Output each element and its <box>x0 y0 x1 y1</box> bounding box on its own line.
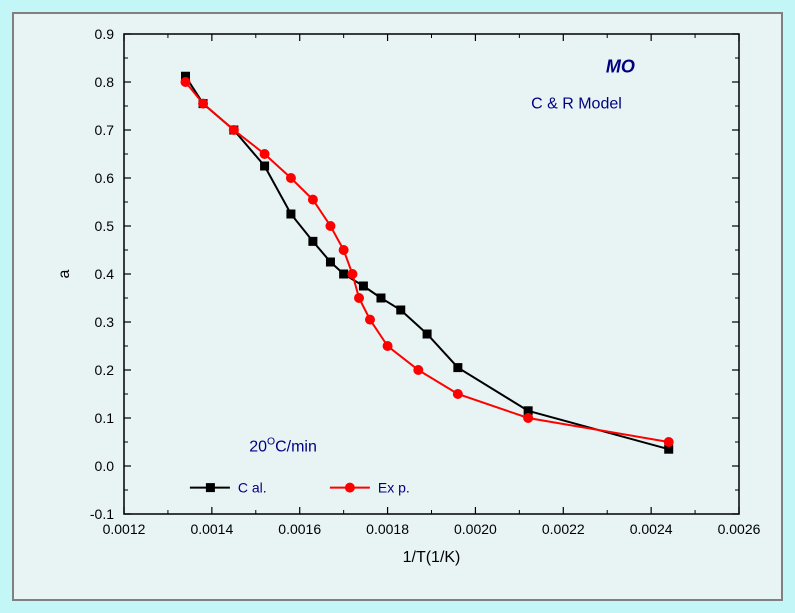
marker-square <box>377 294 385 302</box>
ylabel: a <box>56 269 73 278</box>
xtick-label: 0.0016 <box>278 521 321 537</box>
xtick-label: 0.0014 <box>190 521 233 537</box>
annotation: MO <box>606 56 635 76</box>
ytick-label: 0.7 <box>95 122 115 138</box>
marker-circle <box>229 126 238 135</box>
ytick-label: 0.2 <box>95 362 115 378</box>
marker-circle <box>664 438 673 447</box>
plot-border <box>124 34 739 514</box>
ytick-label: 0.4 <box>95 266 115 282</box>
xlabel: 1/T(1/K) <box>403 549 461 566</box>
chart-svg: 0.00120.00140.00160.00180.00200.00220.00… <box>14 14 781 599</box>
legend-marker-circle <box>345 483 355 493</box>
marker-circle <box>348 270 357 279</box>
marker-square <box>326 258 334 266</box>
marker-circle <box>453 390 462 399</box>
marker-square <box>359 282 367 290</box>
rate-label: 20OC/min <box>249 437 317 456</box>
ytick-label: 0.8 <box>95 74 115 90</box>
legend-label: C al. <box>238 480 267 496</box>
marker-circle <box>414 366 423 375</box>
xtick-label: 0.0026 <box>718 521 761 537</box>
marker-circle <box>181 78 190 87</box>
ytick-label: 0.6 <box>95 170 115 186</box>
figure-outer: 0.00120.00140.00160.00180.00200.00220.00… <box>0 0 795 613</box>
xtick-label: 0.0012 <box>103 521 146 537</box>
marker-square <box>340 270 348 278</box>
marker-square <box>397 306 405 314</box>
marker-circle <box>308 195 317 204</box>
ytick-label: 0.1 <box>95 410 115 426</box>
marker-square <box>287 210 295 218</box>
ytick-label: 0.3 <box>95 314 115 330</box>
marker-circle <box>326 222 335 231</box>
ytick-label: 0.5 <box>95 218 115 234</box>
marker-circle <box>524 414 533 423</box>
ytick-label: -0.1 <box>90 506 114 522</box>
xtick-label: 0.0022 <box>542 521 585 537</box>
marker-square <box>309 237 317 245</box>
xtick-label: 0.0018 <box>366 521 409 537</box>
marker-circle <box>383 342 392 351</box>
figure-panel: 0.00120.00140.00160.00180.00200.00220.00… <box>12 12 783 601</box>
legend-label: Ex p. <box>378 480 410 496</box>
legend-marker-square <box>206 483 215 492</box>
series-line <box>186 82 669 442</box>
marker-circle <box>339 246 348 255</box>
marker-circle <box>366 315 375 324</box>
marker-circle <box>355 294 364 303</box>
series-line <box>186 76 669 449</box>
xtick-label: 0.0020 <box>454 521 497 537</box>
marker-square <box>423 330 431 338</box>
ytick-label: 0.0 <box>95 458 115 474</box>
marker-square <box>454 364 462 372</box>
xtick-label: 0.0024 <box>630 521 673 537</box>
marker-circle <box>260 150 269 159</box>
ytick-label: 0.9 <box>95 26 115 42</box>
marker-circle <box>286 174 295 183</box>
marker-circle <box>199 99 208 108</box>
annotation: C & R Model <box>531 95 622 112</box>
marker-square <box>261 162 269 170</box>
